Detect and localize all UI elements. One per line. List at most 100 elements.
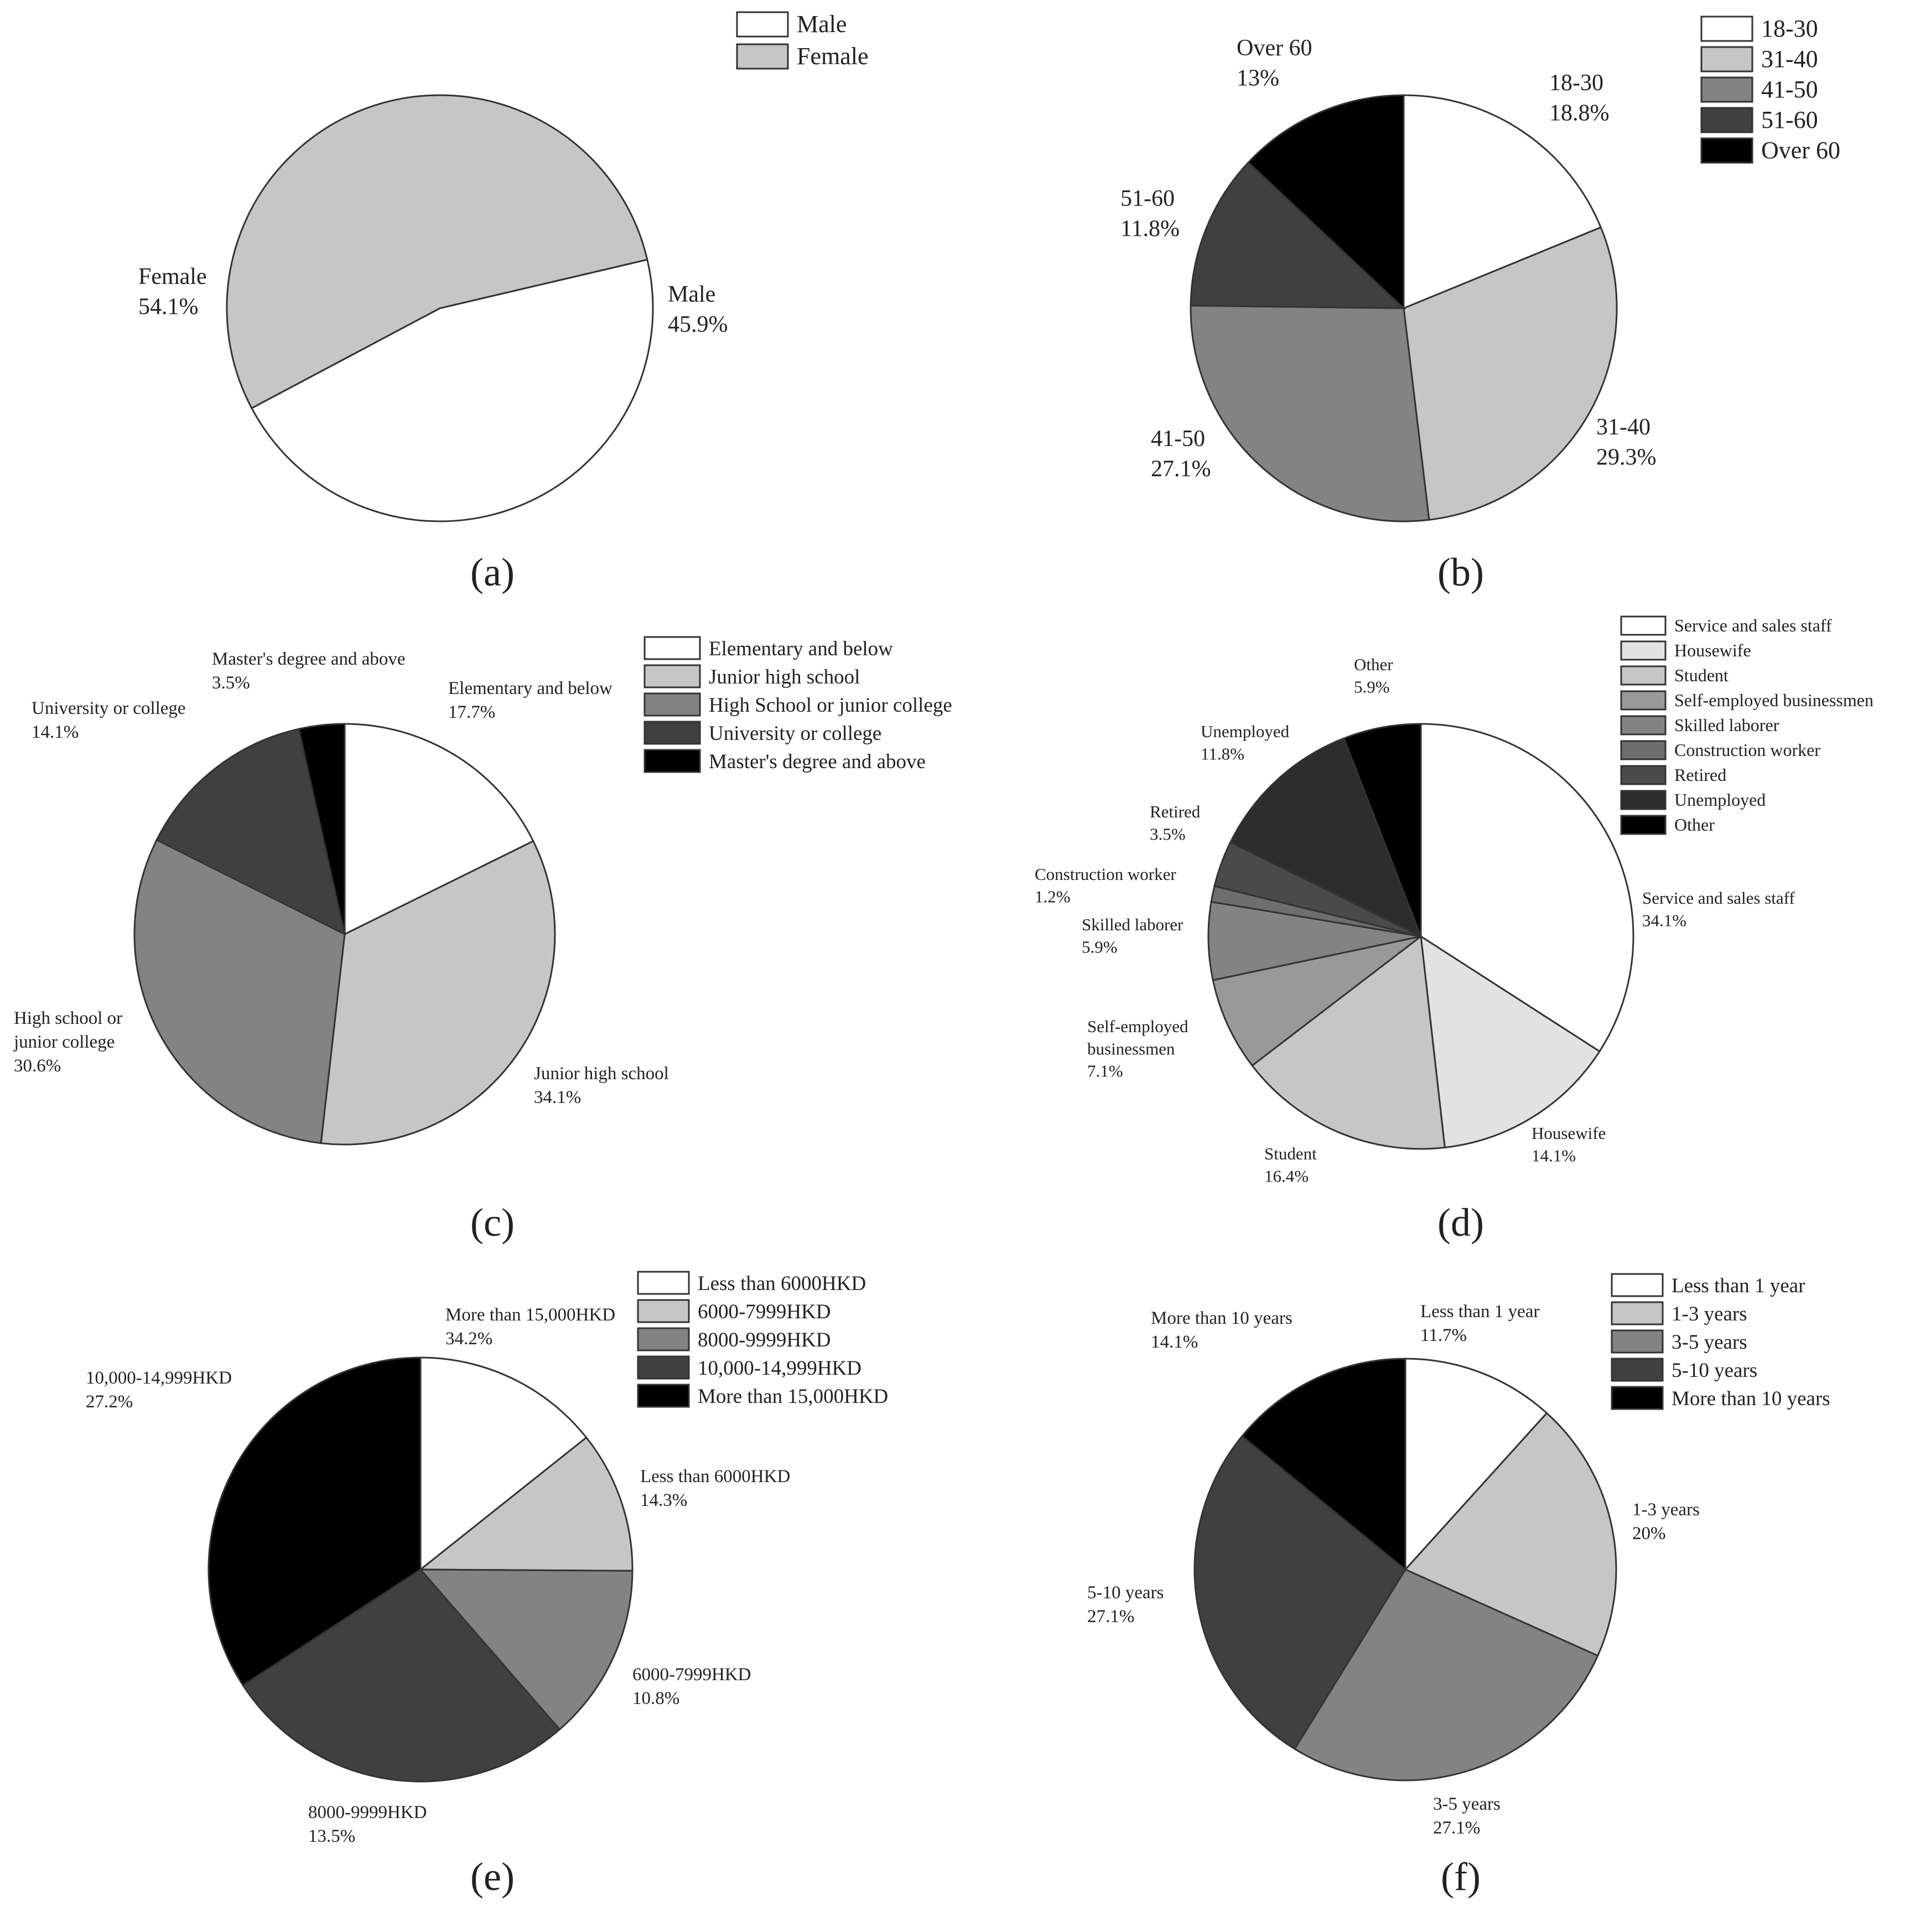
slice-name: 6000-7999HKD <box>632 1665 751 1685</box>
pie-chart-panel: Service and sales staff 34.1%Housewife 14.… <box>1035 615 1873 1245</box>
slice-percent: 34.2% <box>445 1329 492 1349</box>
slice-label: Female 54.1% <box>138 264 207 320</box>
legend-swatch <box>1611 1386 1664 1410</box>
slice-label: Elementary and below 17.7% <box>448 678 613 722</box>
legend: Elementary and below Junior high school Hi… <box>643 636 952 773</box>
legend-label: Master's degree and above <box>709 750 926 773</box>
legend-label: More than 10 years <box>1672 1387 1830 1410</box>
legend-swatch <box>1700 137 1753 164</box>
slice-name: 3-5 years <box>1433 1794 1501 1814</box>
slice-percent: 14.1% <box>1151 1332 1198 1352</box>
slice-name: 31-40 <box>1596 415 1651 440</box>
legend-label: 51-60 <box>1761 106 1818 133</box>
pie-slice-skilled-laborer <box>1207 900 1421 981</box>
pie-slice-high-school-or-junior-college <box>133 838 346 1144</box>
legend-label: University or college <box>709 722 881 745</box>
legend-swatch <box>1620 640 1667 661</box>
slice-percent: 13.5% <box>308 1826 355 1846</box>
slice-label: 8000-9999HKD 13.5% <box>308 1802 427 1846</box>
slice-percent: 11.8% <box>1120 216 1180 242</box>
legend: Less than 6000HKD 6000-7999HKD 8000-9999HK… <box>637 1271 888 1408</box>
pie-chart-panel: Less than 6000HKD 14.3% 6000-7999HKD 10.8% 8… <box>86 1271 888 1899</box>
legend-label: High School or junior college <box>709 694 952 717</box>
legend-label: 3-5 years <box>1672 1331 1747 1354</box>
pie-slice-less-than-6000hkd <box>419 1356 588 1572</box>
panel-label: (d) <box>1437 1200 1484 1245</box>
slice-label: Less than 1 year 11.7% <box>1420 1302 1539 1345</box>
legend-swatch <box>643 721 701 745</box>
slice-label: More than 15,000HKD 34.2% <box>445 1305 615 1349</box>
legend-label: Retired <box>1674 765 1726 785</box>
slice-label: 31-40 29.3% <box>1596 415 1657 470</box>
legend-swatch <box>637 1327 690 1351</box>
legend: Less than 1 year 1-3 years 3-5 years 5-10 y… <box>1611 1273 1830 1410</box>
slice-percent: 27.2% <box>86 1392 133 1412</box>
slice-label: 3-5 years 27.1% <box>1433 1794 1501 1838</box>
legend-swatch <box>1620 740 1667 760</box>
slice-name: Junior high school <box>534 1064 669 1084</box>
legend-label: 5-10 years <box>1672 1359 1757 1382</box>
legend-label: 18-30 <box>1761 15 1818 42</box>
slice-name: 18-30 <box>1549 70 1603 96</box>
panel-label: (f) <box>1441 1855 1481 1899</box>
legend: 18-30 31-40 41-50 51-60 Over 60 <box>1700 15 1840 164</box>
legend-swatch <box>1611 1329 1664 1354</box>
slice-percent: 27.1% <box>1087 1607 1134 1627</box>
slice-label: Less than 6000HKD 14.3% <box>640 1467 790 1510</box>
legend-label: 8000-9999HKD <box>698 1329 831 1351</box>
panel-label: (c) <box>470 1200 515 1245</box>
legend-swatch <box>1700 107 1753 133</box>
legend-swatch <box>1620 690 1667 711</box>
pie-slice-master-s-degree-and-above <box>298 723 346 935</box>
slice-name: 51-60 <box>1120 186 1175 211</box>
legend-label: Male <box>797 11 847 38</box>
pie-chart-panel: Less than 1 year 11.7% 1-3 years 20% 3-5 yea… <box>1087 1273 1830 1899</box>
slice-name: Housewife <box>1532 1123 1606 1143</box>
slice-name: 41-50 <box>1151 426 1205 452</box>
legend-label: Elementary and below <box>709 638 893 660</box>
slice-name: Master's degree and above <box>212 649 406 669</box>
legend-swatch <box>637 1355 690 1380</box>
pie-slice-18-30 <box>1403 94 1602 310</box>
slice-percent: 14.3% <box>640 1490 687 1510</box>
slice-name: Student <box>1264 1144 1317 1163</box>
legend-label: 10,000-14,999HKD <box>698 1357 861 1380</box>
legend-label: More than 15,000HKD <box>698 1385 888 1408</box>
legend-swatch <box>1611 1358 1664 1382</box>
panel-label: (b) <box>1437 550 1484 594</box>
pie-slice-5-10-years <box>1193 1434 1406 1750</box>
pie-slice-31-40 <box>1403 226 1618 521</box>
slice-percent: 11.7% <box>1420 1325 1467 1345</box>
legend-label: 6000-7999HKD <box>698 1301 831 1323</box>
slice-label: Master's degree and above 3.5% <box>212 649 406 693</box>
slice-name: Self-employed <box>1087 1017 1188 1036</box>
legend-label: 31-40 <box>1761 45 1818 72</box>
slice-label: Self-employed businessmen 7.1% <box>1087 1017 1188 1081</box>
slice-name: 10,000-14,999HKD <box>86 1368 232 1388</box>
pie-slice-51-60 <box>1190 161 1406 309</box>
slice-label: More than 10 years 14.1% <box>1151 1308 1293 1352</box>
pie-slice-male <box>250 258 654 522</box>
slice-label: 51-60 11.8% <box>1120 186 1180 242</box>
legend-swatch <box>1700 46 1753 72</box>
slice-name: Skilled laborer <box>1082 915 1184 934</box>
slice-percent: 13% <box>1237 66 1279 91</box>
slice-percent: 30.6% <box>14 1056 61 1076</box>
legend-label: Junior high school <box>709 666 860 688</box>
panel-label: (e) <box>470 1855 515 1899</box>
slice-label: Student 16.4% <box>1264 1144 1317 1185</box>
pie-slice-more-than-10-years <box>1241 1358 1406 1572</box>
legend-swatch <box>736 11 789 38</box>
pie-slice-service-and-sales-staff <box>1420 723 1634 1053</box>
legend-label: Other <box>1674 815 1715 835</box>
legend-swatch <box>1611 1301 1664 1325</box>
pie-slice-university-or-college <box>155 728 346 936</box>
slice-percent: 14.1% <box>1532 1146 1576 1165</box>
slice-label: 1-3 years 20% <box>1632 1500 1700 1543</box>
legend-label: Skilled laborer <box>1674 715 1779 735</box>
pie-chart-panel: Male 45.9% Female 54.1% Male Female (a) <box>138 11 869 594</box>
legend-swatch <box>637 1384 690 1408</box>
slice-name: 5-10 years <box>1087 1583 1164 1603</box>
slice-percent: 10.8% <box>632 1688 679 1708</box>
